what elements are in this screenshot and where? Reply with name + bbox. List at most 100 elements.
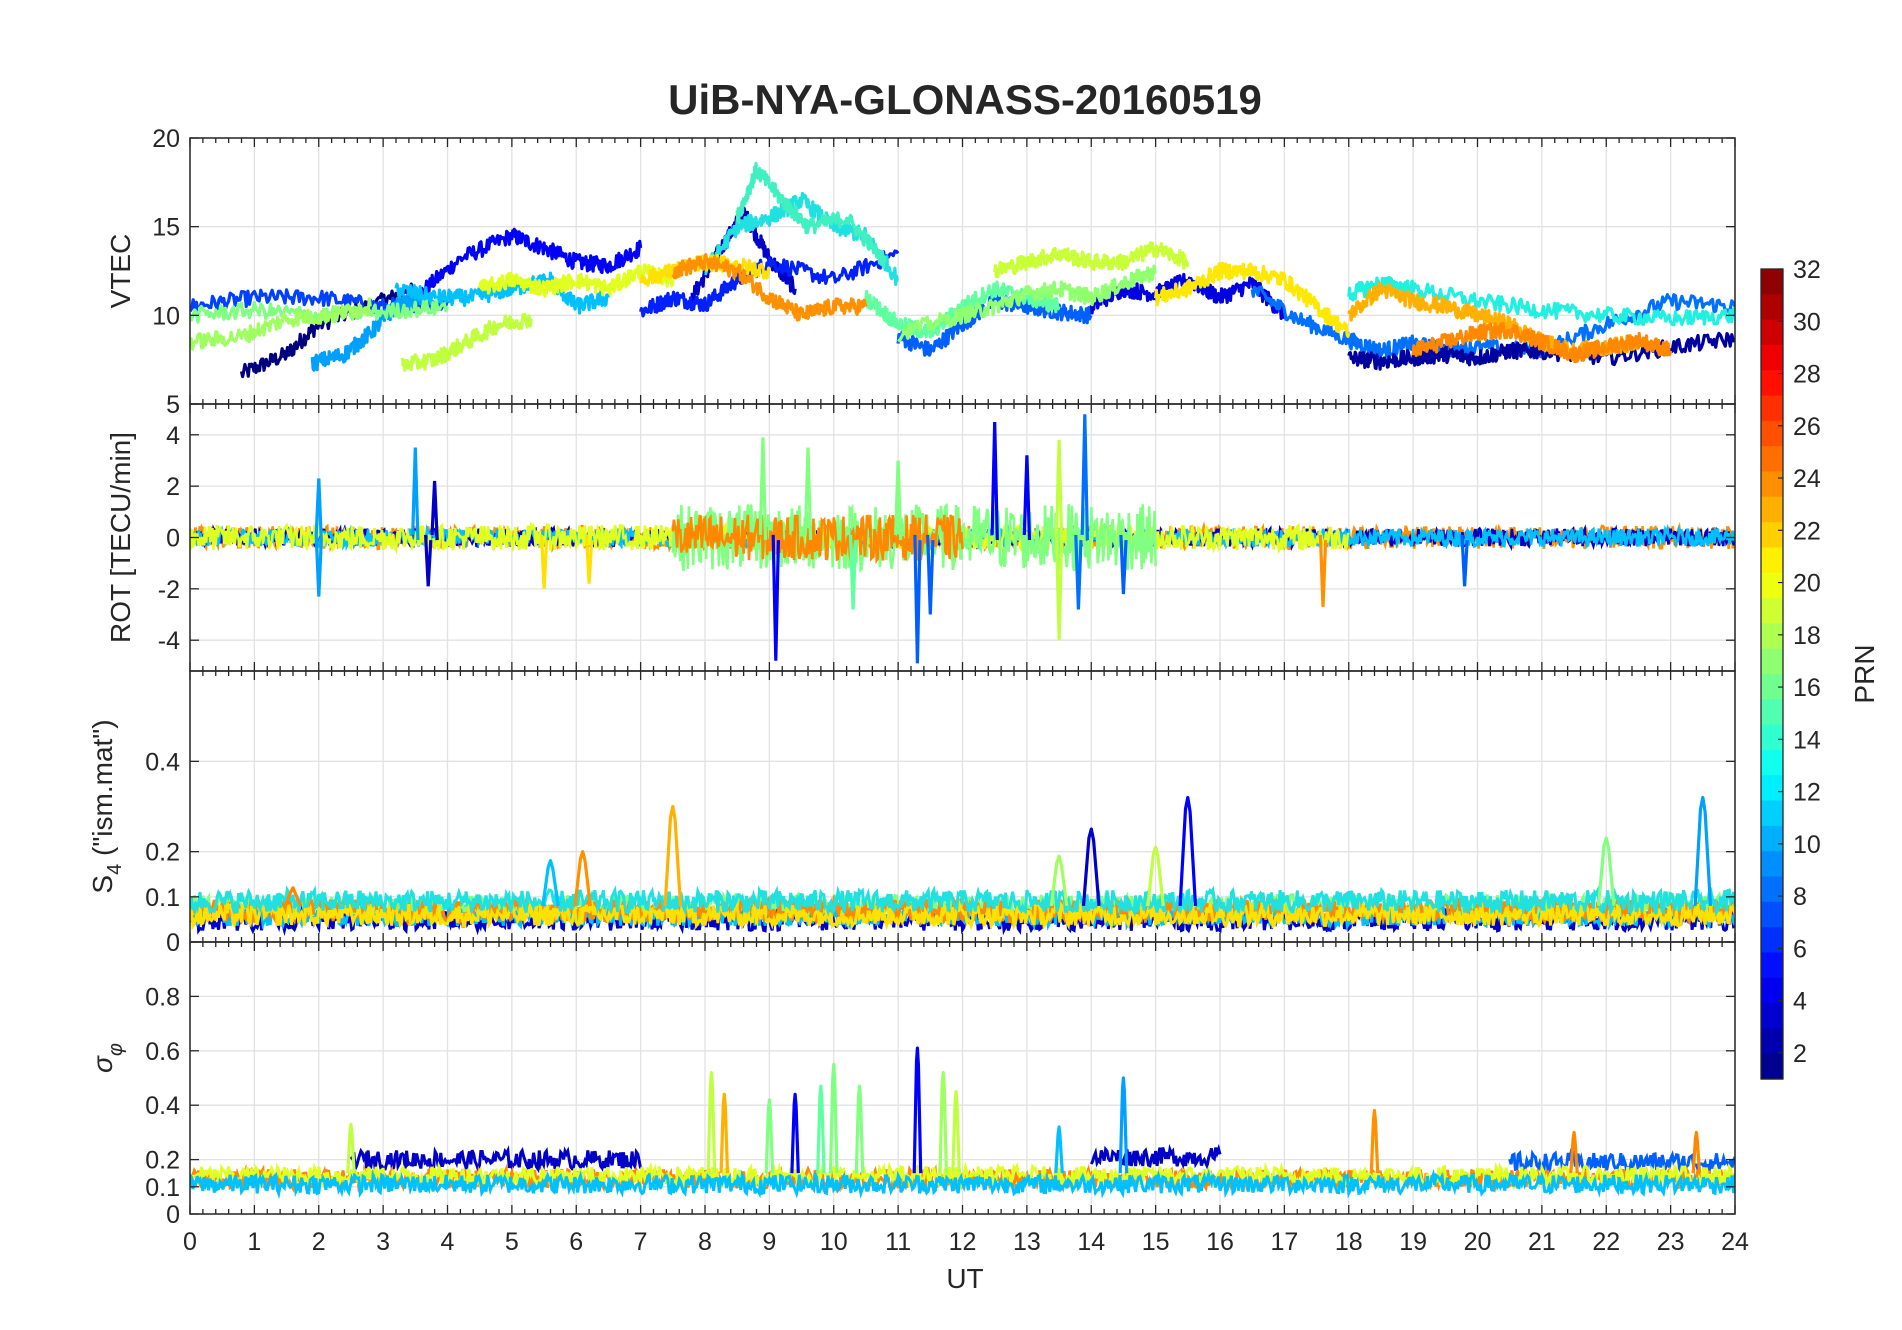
rot-spike <box>913 534 922 664</box>
colorbar-segment <box>1761 648 1783 675</box>
vtec-series-prn-16 <box>190 298 449 324</box>
panel-vtec: 5 10 15 20 VTEC <box>105 125 1736 419</box>
colorbar-tick-label: 20 <box>1793 570 1821 598</box>
x-tick-label: 8 <box>698 1228 712 1256</box>
vtec-series-prn-18 <box>400 312 533 372</box>
s4-peak <box>1693 795 1713 906</box>
colorbar-segment <box>1761 901 1783 928</box>
colorbar-tick-label: 14 <box>1793 726 1821 754</box>
sigma_phi-peak <box>1691 1130 1702 1174</box>
y-tick-label: 15 <box>152 214 180 242</box>
colorbar-segment <box>1761 876 1783 903</box>
sigma_phi-peak <box>1054 1125 1064 1174</box>
series-group <box>190 414 1735 664</box>
y-tick-label: 0.1 <box>145 1174 180 1202</box>
colorbar-tick-label: 10 <box>1793 831 1821 859</box>
y-ticks: 00.10.2 0.4 0.6 0.8 <box>145 983 1735 1229</box>
x-tick-label: 23 <box>1657 1228 1685 1256</box>
colorbar-segment <box>1761 1028 1783 1055</box>
sigma_phi-baseline <box>1089 1143 1222 1171</box>
vtec-series-prn-5 <box>414 227 643 305</box>
colorbar-segment <box>1761 395 1783 422</box>
chart-title: UiB-NYA-GLONASS-20160519 <box>668 76 1262 123</box>
y-axis-label-sub: 4 <box>104 864 126 875</box>
colorbar-segment <box>1761 547 1783 574</box>
colorbar-tick-label: 30 <box>1793 308 1821 336</box>
x-axis-label-group: UT <box>946 1263 983 1294</box>
sigma_phi-peak <box>706 1071 717 1174</box>
s4-peak <box>663 804 683 907</box>
x-tick-label: 22 <box>1592 1228 1620 1256</box>
x-tick-labels: 0 1 2 3 4 5 6 7 8 9 10 11 12 13 14 15 16 17 18 19 20 21 22 23 24 <box>183 1228 1749 1256</box>
series-group <box>190 795 1735 937</box>
y-tick-label: 0 <box>166 1201 180 1229</box>
rot-spike <box>926 534 935 615</box>
rot-spike <box>1080 414 1089 541</box>
sigma_phi-peak <box>346 1122 356 1174</box>
sigma_phi-peak <box>912 1046 923 1174</box>
sigma_phi-baseline <box>190 1168 1735 1200</box>
vtec-series-prn-16 <box>897 264 1158 343</box>
colorbar-tick-label: 12 <box>1793 779 1821 807</box>
vtec-series-prn-23 <box>671 253 868 322</box>
colorbar-segment <box>1761 952 1783 979</box>
y-tick-label: 0.2 <box>145 1147 180 1175</box>
y-ticks: -4 -2 0 2 4 <box>158 422 1735 655</box>
y-tick-label: 0.6 <box>145 1038 180 1066</box>
colorbar-segment <box>1761 294 1783 321</box>
rot-spike <box>1054 534 1064 641</box>
y-tick-label: 0.4 <box>145 1092 180 1120</box>
colorbar-box <box>1760 268 1784 1080</box>
sigma_phi-peak <box>938 1071 948 1174</box>
rot-spike <box>1460 534 1469 587</box>
x-tick-label: 10 <box>820 1228 848 1256</box>
x-tick-label: 3 <box>376 1228 390 1256</box>
series-group <box>190 161 1735 379</box>
s4-peak <box>283 886 303 907</box>
colorbar-segment <box>1761 623 1783 650</box>
y-axis-label-s: S <box>87 875 118 894</box>
y-ticks: 0 0.1 0.2 0.4 <box>145 748 1735 957</box>
colorbar-tick-label: 22 <box>1793 517 1821 545</box>
x-tick-label: 11 <box>885 1228 911 1256</box>
y-tick-label: 2 <box>166 473 180 501</box>
vtec-series-prn-14 <box>735 161 887 269</box>
sigma_phi-peak <box>1569 1130 1579 1174</box>
colorbar-segment <box>1761 749 1783 776</box>
colorbar-segment <box>1761 319 1783 346</box>
rot-spike <box>584 534 594 584</box>
colorbar-segment <box>1761 522 1783 549</box>
colorbar-segment <box>1761 446 1783 473</box>
colorbar-segment <box>1761 1053 1783 1080</box>
colorbar-segment <box>1761 344 1783 371</box>
colorbar-tick-label: 2 <box>1793 1040 1807 1068</box>
rot-spike <box>1054 439 1064 541</box>
colorbar-segment <box>1761 927 1783 954</box>
colorbar-segment <box>1761 775 1783 802</box>
rot-spike <box>424 534 433 587</box>
rot-spike <box>771 534 780 661</box>
series-group <box>190 1046 1735 1200</box>
x-tick-label: 21 <box>1528 1228 1556 1256</box>
y-axis-label-sigma: σ <box>87 1055 118 1073</box>
vtec-series-prn-12 <box>394 271 610 315</box>
y-tick-label: 10 <box>152 302 180 330</box>
sigma_phi-peak <box>764 1098 775 1174</box>
x-tick-label: 17 <box>1270 1228 1298 1256</box>
x-tick-label: 4 <box>441 1228 455 1256</box>
vtec-series-prn-19 <box>478 263 675 298</box>
colorbar-segment <box>1761 825 1783 852</box>
s4-peak <box>1596 836 1616 907</box>
colorbar-segment <box>1761 471 1783 498</box>
y-axis-label-sub: φ <box>105 1043 127 1056</box>
x-tick-label: 6 <box>569 1228 583 1256</box>
rot-spike <box>1318 534 1328 607</box>
colorbar-segment <box>1761 572 1783 599</box>
sigma_phi-peak <box>1118 1076 1129 1174</box>
y-tick-label: 0 <box>166 929 180 957</box>
sigma_phi-peak <box>854 1084 865 1174</box>
x-tick-label: 13 <box>1013 1228 1041 1256</box>
